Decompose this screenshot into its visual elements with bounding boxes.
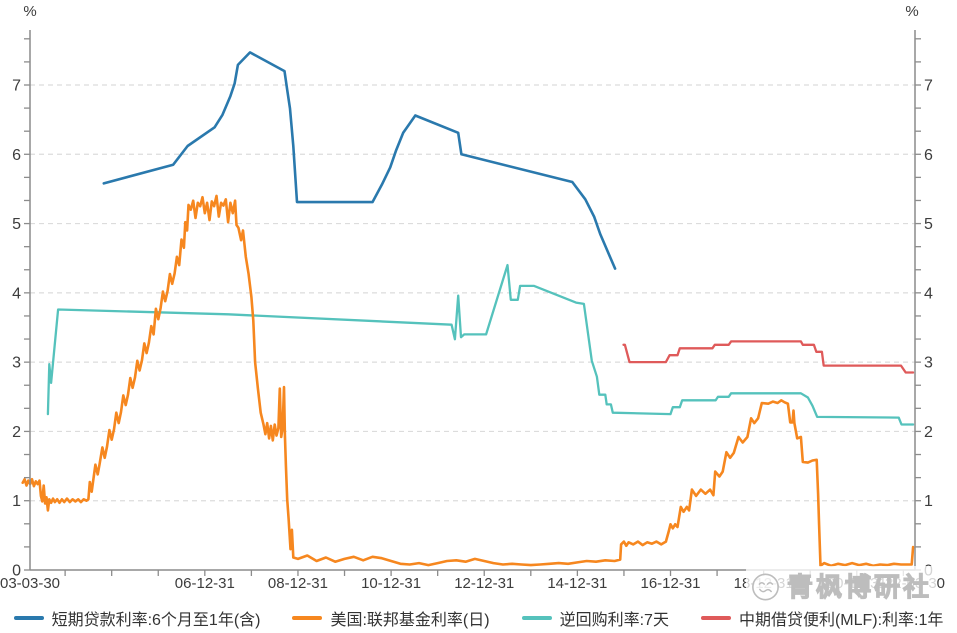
x-axis-label: 16-12-31 — [640, 575, 700, 592]
x-axis-label: 06-12-31 — [175, 575, 235, 592]
y-axis-label-left: 1 — [12, 493, 21, 510]
legend-item-0: 短期贷款利率:6个月至1年(含) — [13, 606, 261, 630]
chart-legend: 短期贷款利率:6个月至1年(含) 美国:联邦基金利率(日) 逆回购利率:7天 中期借贷… — [0, 606, 957, 630]
x-axis-label: 08-12-31 — [268, 575, 328, 592]
watermark-logo-icon — [752, 573, 779, 601]
y-axis-label-right: 6 — [924, 147, 933, 164]
y-axis-label-right: 4 — [924, 285, 933, 302]
x-axis-label: 12-12-31 — [454, 575, 514, 592]
y-axis-label-right: 5 — [924, 216, 933, 233]
legend-line-swatch — [700, 616, 731, 620]
legend-label: 中期借贷便利(MLF):利率:1年 — [738, 612, 944, 629]
y-axis-label-left: 2 — [12, 424, 21, 441]
legend-item-2: 逆回购利率:7天 — [521, 606, 669, 630]
series-line-3 — [21, 194, 915, 568]
y-axis-unit-left: % — [23, 3, 36, 20]
y-axis-label-left: 3 — [12, 355, 21, 372]
y-axis-label-left: 0 — [12, 563, 21, 580]
x-axis-label: 03-03-30 — [0, 575, 60, 592]
legend-label: 短期贷款利率:6个月至1年(含) — [51, 612, 261, 629]
legend-line-swatch — [13, 616, 44, 620]
legend-label: 逆回购利率:7天 — [559, 612, 669, 629]
y-axis-label-left: 5 — [12, 216, 21, 233]
y-axis-label-right: 3 — [924, 355, 933, 372]
series-line-1 — [46, 263, 915, 426]
legend-line-swatch — [521, 616, 552, 620]
series-line-0 — [102, 51, 617, 270]
x-axis-label: 14-12-31 — [547, 575, 607, 592]
x-axis-label: 10-12-31 — [361, 575, 421, 592]
y-axis-unit-right: % — [905, 3, 918, 20]
legend-item-1: 美国:联邦基金利率(日) — [292, 606, 490, 630]
y-axis-label-left: 6 — [12, 147, 21, 164]
legend-label: 美国:联邦基金利率(日) — [330, 612, 490, 629]
watermark-text: 青枫博研社 — [786, 572, 932, 602]
y-axis-label-right: 7 — [924, 78, 933, 95]
series-line-2 — [622, 340, 915, 374]
y-axis-label-right: 1 — [924, 493, 933, 510]
legend-line-swatch — [292, 616, 323, 620]
y-axis-label-left: 7 — [12, 78, 21, 95]
y-axis-label-left: 4 — [12, 285, 21, 302]
watermark: 青枫博研社 — [746, 566, 936, 608]
y-axis-label-right: 2 — [924, 424, 933, 441]
legend-item-3: 中期借贷便利(MLF):利率:1年 — [700, 606, 944, 630]
